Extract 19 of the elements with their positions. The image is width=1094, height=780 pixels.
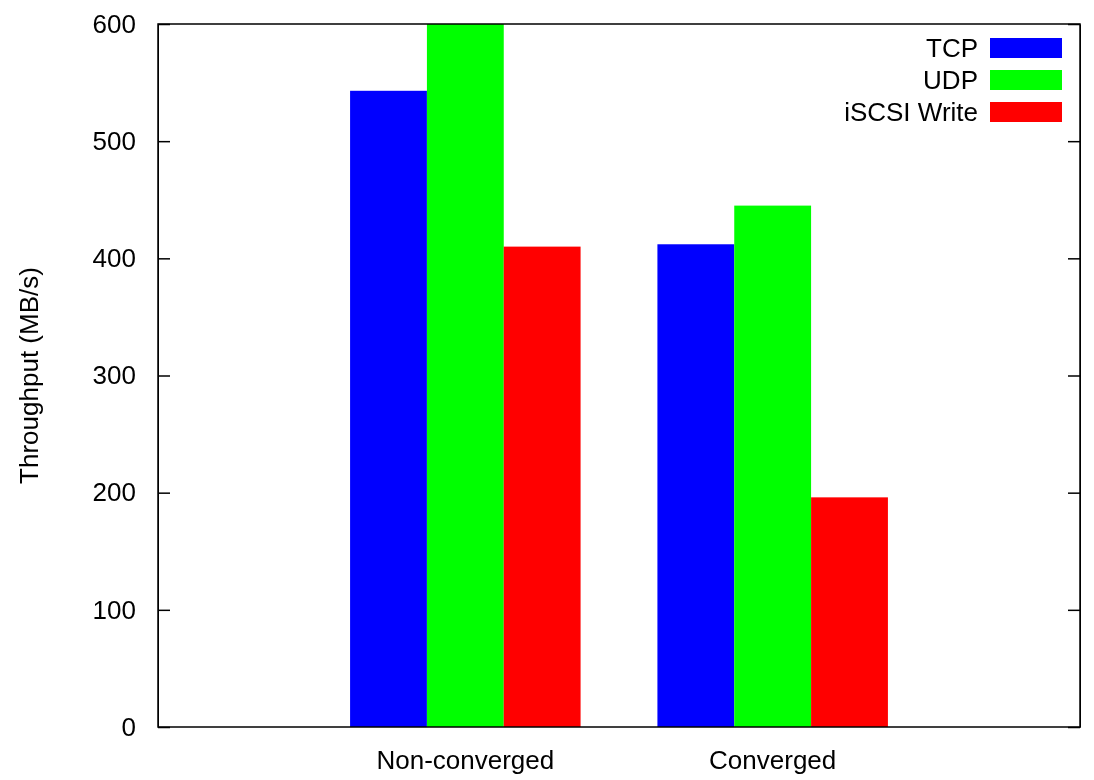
bar (503, 246, 581, 727)
y-tick-label: 300 (92, 360, 136, 391)
y-tick-label: 200 (92, 477, 136, 508)
bar (811, 497, 888, 727)
bar (657, 244, 735, 727)
bar (350, 90, 427, 727)
y-tick-label: 400 (92, 243, 136, 274)
x-tick-label: Non-converged (376, 745, 555, 775)
bar (734, 205, 812, 727)
x-tick-label: Converged (709, 745, 837, 775)
y-axis-title: Throughput (MB/s) (14, 267, 44, 484)
y-tick-label: 600 (92, 8, 136, 39)
y-tick-label: 100 (92, 594, 136, 625)
legend-label: TCP (926, 33, 978, 63)
y-tick-label: 0 (121, 711, 136, 742)
y-tick-label: 500 (92, 125, 136, 156)
legend-label: iSCSI Write (844, 97, 978, 127)
bar (426, 24, 504, 727)
legend-label: UDP (923, 65, 978, 95)
